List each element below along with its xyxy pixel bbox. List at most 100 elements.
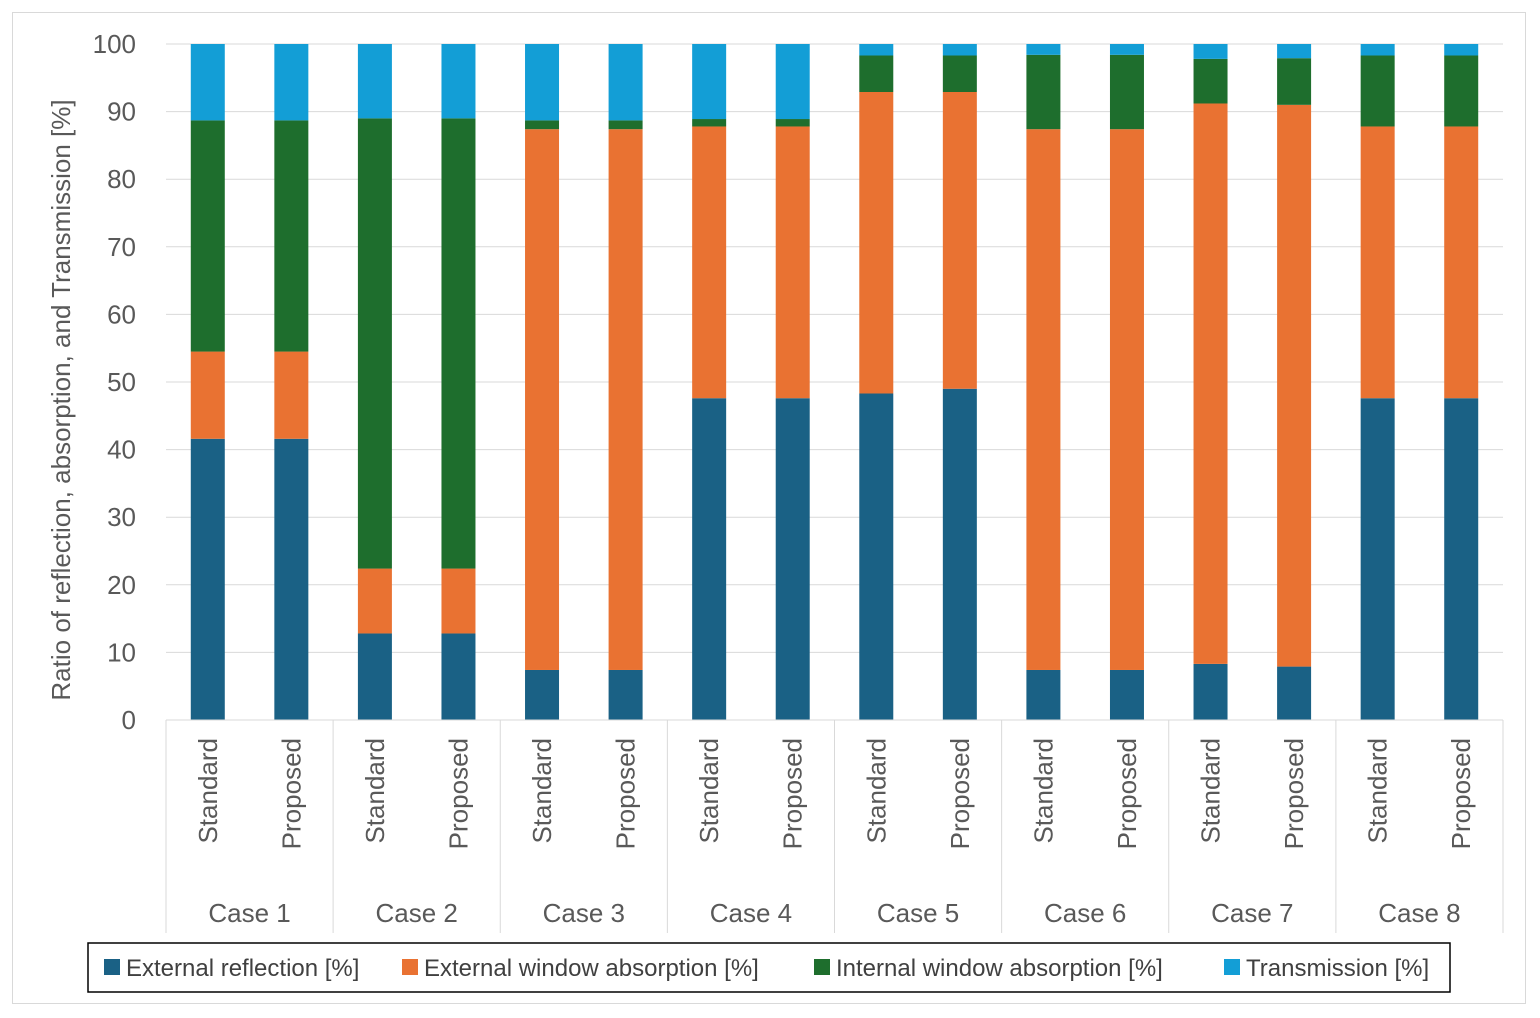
bar-segment bbox=[357, 633, 392, 720]
legend-entry-label: Transmission [%] bbox=[1246, 955, 1429, 982]
bar-segment bbox=[775, 126, 810, 399]
legend-swatch bbox=[814, 959, 830, 975]
y-tick-label: 70 bbox=[107, 232, 136, 262]
y-tick-label: 90 bbox=[107, 97, 136, 127]
bar-segment bbox=[525, 120, 560, 130]
y-tick-label: 30 bbox=[107, 502, 136, 532]
bar-segment bbox=[1026, 669, 1061, 720]
bar-segment bbox=[608, 120, 643, 130]
bar-segment bbox=[1360, 398, 1395, 720]
legend: External reflection [%] External window a… bbox=[87, 942, 1451, 993]
bar-segment bbox=[1277, 58, 1312, 105]
bar-segment bbox=[692, 398, 727, 720]
chart-frame bbox=[12, 12, 1526, 1004]
x-group-label: Case 7 bbox=[1211, 898, 1293, 928]
bar-segment bbox=[1109, 129, 1144, 670]
x-group-label: Case 4 bbox=[710, 898, 792, 928]
bar-segment bbox=[441, 568, 476, 634]
x-subcategory-label: Proposed bbox=[1279, 738, 1309, 849]
bar-segment bbox=[1193, 44, 1228, 59]
bar-segment bbox=[1277, 104, 1312, 667]
bar-segment bbox=[1026, 54, 1061, 130]
bar-segment bbox=[274, 120, 309, 352]
bar-segment bbox=[775, 44, 810, 120]
bar-segment bbox=[274, 44, 309, 121]
x-subcategory-label: Proposed bbox=[276, 738, 306, 849]
axes: 0 10 20 30 40 50 60 70 80 90 100 Standard Proposed St… bbox=[93, 29, 1504, 933]
bar-segment bbox=[1360, 44, 1395, 56]
bar-segment bbox=[859, 91, 894, 394]
bar-segment bbox=[608, 129, 643, 670]
legend-box bbox=[87, 942, 1451, 993]
bar-segment bbox=[1277, 44, 1312, 59]
x-subcategory-label: Standard bbox=[694, 738, 724, 844]
bar-segment bbox=[1444, 44, 1479, 56]
x-group-label: Case 8 bbox=[1378, 898, 1460, 928]
bar-segment bbox=[942, 44, 977, 56]
bar-segment bbox=[357, 44, 392, 119]
bar-segment bbox=[357, 118, 392, 569]
bar-segment bbox=[692, 126, 727, 399]
bar-segment bbox=[942, 388, 977, 720]
bar-segment bbox=[190, 351, 225, 439]
x-subcategory-label: Proposed bbox=[778, 738, 808, 849]
bar-segment bbox=[608, 44, 643, 121]
bar-segment bbox=[775, 119, 810, 127]
y-tick-label: 40 bbox=[107, 435, 136, 465]
x-subcategory-label: Standard bbox=[360, 738, 390, 844]
x-group-label: Case 6 bbox=[1044, 898, 1126, 928]
legend-swatch bbox=[104, 959, 120, 975]
y-tick-label: 0 bbox=[122, 705, 136, 735]
bar-segment bbox=[190, 120, 225, 352]
y-tick-label: 100 bbox=[93, 29, 136, 59]
bar-segment bbox=[525, 129, 560, 670]
bar-segment bbox=[1109, 54, 1144, 130]
x-subcategory-label: Proposed bbox=[1446, 738, 1476, 849]
legend-swatch bbox=[402, 959, 418, 975]
legend-entry-label: External reflection [%] bbox=[126, 955, 359, 982]
bar-segment bbox=[1193, 103, 1228, 664]
x-subcategory-label: Proposed bbox=[611, 738, 641, 849]
bars bbox=[190, 44, 1479, 720]
bar-segment bbox=[1026, 44, 1061, 55]
bar-segment bbox=[1193, 663, 1228, 720]
y-axis-label: Ratio of reflection, absorption, and Tra… bbox=[46, 99, 76, 700]
x-subcategory-label: Standard bbox=[1028, 738, 1058, 844]
bar-segment bbox=[775, 398, 810, 720]
bar-segment bbox=[942, 55, 977, 92]
bar-segment bbox=[1193, 58, 1228, 104]
bar-segment bbox=[1360, 55, 1395, 127]
bar-segment bbox=[525, 669, 560, 720]
x-subcategory-label: Proposed bbox=[1112, 738, 1142, 849]
x-subcategory-label: Standard bbox=[193, 738, 223, 844]
bar-segment bbox=[692, 119, 727, 127]
bar-segment bbox=[859, 393, 894, 720]
bar-segment bbox=[1277, 666, 1312, 720]
legend-swatch bbox=[1224, 959, 1240, 975]
bar-segment bbox=[357, 568, 392, 634]
y-tick-label: 80 bbox=[107, 164, 136, 194]
bar-segment bbox=[1360, 126, 1395, 399]
bar-segment bbox=[441, 118, 476, 569]
bar-segment bbox=[1109, 669, 1144, 720]
x-group-label: Case 2 bbox=[375, 898, 457, 928]
x-subcategory-label: Standard bbox=[861, 738, 891, 844]
bar-segment bbox=[942, 91, 977, 389]
x-subcategory-label: Proposed bbox=[443, 738, 473, 849]
x-group-label: Case 1 bbox=[208, 898, 290, 928]
x-subcategory-label: Standard bbox=[1196, 738, 1226, 844]
bar-segment bbox=[859, 44, 894, 56]
bar-segment bbox=[525, 44, 560, 121]
legend-entry-label: Internal window absorption [%] bbox=[836, 955, 1163, 982]
bar-segment bbox=[274, 351, 309, 439]
bar-segment bbox=[441, 44, 476, 119]
bar-segment bbox=[692, 44, 727, 120]
bar-segment bbox=[1444, 55, 1479, 127]
y-tick-label: 10 bbox=[107, 637, 136, 667]
bar-segment bbox=[190, 44, 225, 121]
x-group-label: Case 5 bbox=[877, 898, 959, 928]
bar-segment bbox=[190, 438, 225, 720]
bar-segment bbox=[274, 438, 309, 720]
legend-entry-label: External window absorption [%] bbox=[424, 955, 759, 982]
